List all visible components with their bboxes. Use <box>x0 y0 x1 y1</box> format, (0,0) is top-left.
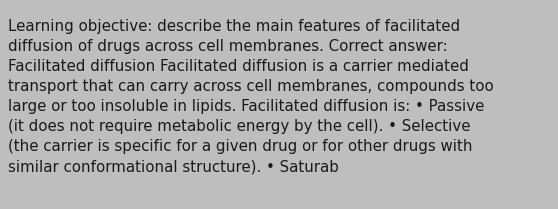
Text: Learning objective: describe the main features of facilitated
diffusion of drugs: Learning objective: describe the main fe… <box>8 19 494 174</box>
